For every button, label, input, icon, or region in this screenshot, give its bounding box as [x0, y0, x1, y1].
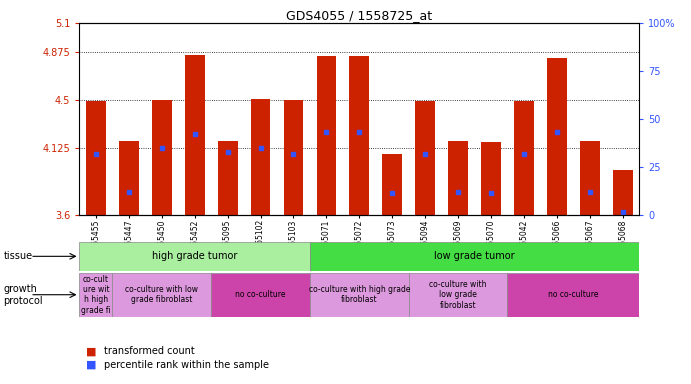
- Bar: [184, 55, 205, 215]
- Text: transformed count: transformed count: [104, 346, 194, 356]
- Text: tissue: tissue: [3, 251, 32, 262]
- Text: co-culture with low
grade fibroblast: co-culture with low grade fibroblast: [125, 285, 198, 305]
- Bar: [382, 154, 402, 215]
- Bar: [119, 141, 139, 215]
- Bar: [86, 101, 106, 215]
- Title: GDS4055 / 1558725_at: GDS4055 / 1558725_at: [286, 9, 433, 22]
- Bar: [218, 141, 238, 215]
- Text: no co-culture: no co-culture: [236, 290, 286, 299]
- Text: ■: ■: [86, 346, 97, 356]
- Text: co-culture with high grade
fibroblast: co-culture with high grade fibroblast: [309, 285, 410, 305]
- Bar: [514, 101, 534, 215]
- Bar: [283, 100, 303, 215]
- Text: low grade tumor: low grade tumor: [434, 251, 515, 262]
- Text: high grade tumor: high grade tumor: [152, 251, 238, 262]
- Bar: [415, 101, 435, 215]
- Bar: [211, 273, 310, 317]
- Bar: [79, 242, 310, 271]
- Text: percentile rank within the sample: percentile rank within the sample: [104, 360, 269, 370]
- Bar: [152, 100, 171, 215]
- Bar: [408, 273, 507, 317]
- Bar: [613, 170, 632, 215]
- Text: co-cult
ure wit
h high
grade fi: co-cult ure wit h high grade fi: [81, 275, 111, 315]
- Text: no co-culture: no co-culture: [548, 290, 598, 299]
- Text: co-culture with
low grade
fibroblast: co-culture with low grade fibroblast: [429, 280, 487, 310]
- Bar: [580, 141, 600, 215]
- Bar: [547, 58, 567, 215]
- Text: growth
protocol: growth protocol: [3, 284, 43, 306]
- Bar: [79, 273, 113, 317]
- Bar: [481, 142, 501, 215]
- Bar: [350, 56, 369, 215]
- Bar: [507, 273, 639, 317]
- Text: ■: ■: [86, 360, 97, 370]
- Bar: [316, 56, 337, 215]
- Bar: [310, 242, 639, 271]
- Bar: [113, 273, 211, 317]
- Bar: [310, 273, 408, 317]
- Bar: [251, 99, 270, 215]
- Bar: [448, 141, 468, 215]
